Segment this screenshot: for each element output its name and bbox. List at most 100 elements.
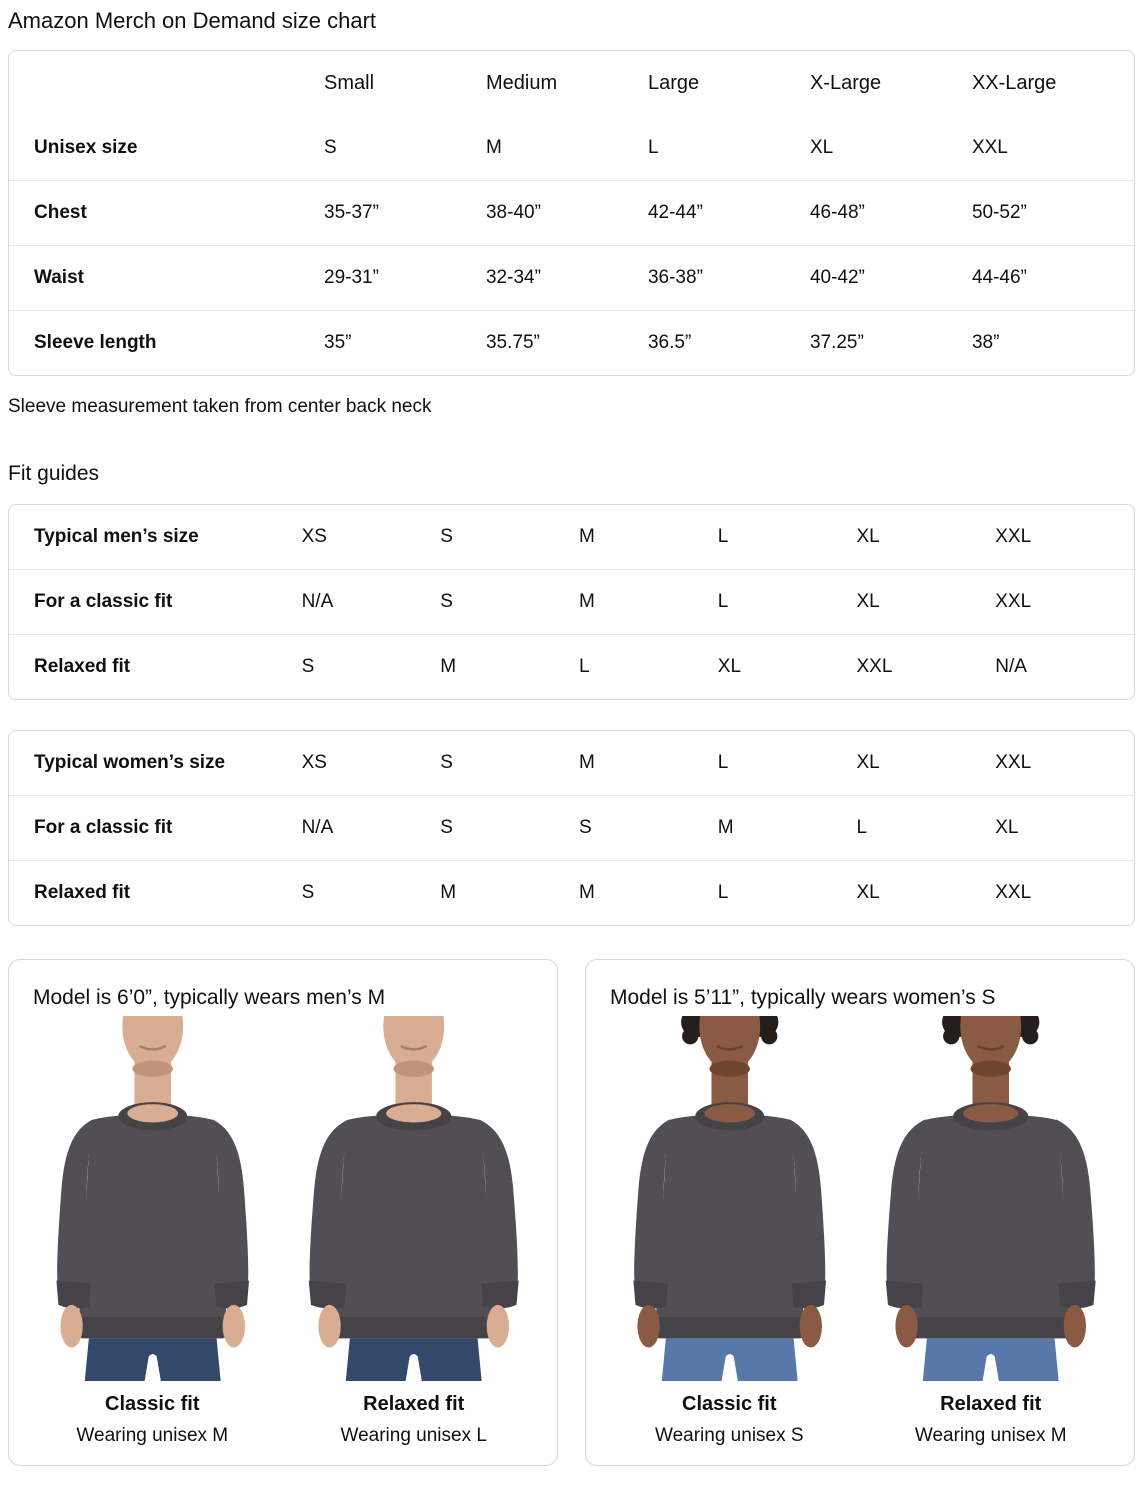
mens-model-card-title: Model is 6’0”, typically wears men’s M xyxy=(33,986,386,1009)
fit-cell: M xyxy=(579,882,595,903)
fit-cell: M xyxy=(579,526,595,547)
male-model-relaxed-photo xyxy=(308,1016,519,1381)
size-cell: XL xyxy=(809,137,834,158)
fit-cell: S xyxy=(301,882,315,903)
fit-cell: L xyxy=(717,882,729,903)
size-cell: 32-34” xyxy=(485,267,541,288)
table-row-mens-relaxed-fit: Relaxed fit S M L XL XXL N/A xyxy=(9,635,1134,700)
womens-classic-fit-figure: Classic fit Wearing unisex S xyxy=(603,1016,856,1447)
size-cell: 29-31” xyxy=(324,267,379,288)
mens-relaxed-fit-figure: Relaxed fit Wearing unisex L xyxy=(287,1016,540,1447)
column-header-small: Small xyxy=(324,72,375,94)
fit-cell: S xyxy=(440,817,453,838)
fit-cell: L xyxy=(717,526,729,547)
sleeve-measurement-note: Sleeve measurement taken from center bac… xyxy=(8,396,432,417)
fit-type-label: Classic fit xyxy=(682,1392,777,1415)
fit-cell: M xyxy=(579,752,595,773)
fit-cell: N/A xyxy=(995,656,1027,677)
wearing-size-label: Wearing unisex M xyxy=(914,1424,1067,1446)
fit-cell: XL xyxy=(856,591,880,612)
fit-cell: S xyxy=(440,752,453,773)
page-title: Amazon Merch on Demand size chart xyxy=(8,8,377,33)
size-cell: 44-46” xyxy=(971,267,1027,288)
fit-cell: L xyxy=(579,656,590,677)
fit-cell: XXL xyxy=(995,752,1032,773)
size-cell: 35.75” xyxy=(485,332,540,353)
model-cards-row: Model is 6’0”, typically wears men’s M xyxy=(8,959,1135,1466)
column-header-xx-large: XX-Large xyxy=(971,72,1057,94)
female-model-relaxed-photo xyxy=(885,1016,1096,1381)
fit-cell: S xyxy=(301,656,315,677)
table-row-sleeve-length: Sleeve length 35” 35.75” 36.5” 37.25” 38… xyxy=(9,311,1134,376)
size-cell: 42-44” xyxy=(647,202,703,223)
fit-cell: S xyxy=(579,817,592,838)
empty-header-cell xyxy=(9,51,324,116)
fit-cell: XL xyxy=(995,817,1019,838)
wearing-size-label: Wearing unisex L xyxy=(340,1424,487,1446)
size-cell: 36.5” xyxy=(647,332,692,353)
size-cell: S xyxy=(324,137,337,158)
table-row-waist: Waist 29-31” 32-34” 36-38” 40-42” 44-46” xyxy=(9,246,1134,311)
fit-cell: XL xyxy=(856,752,880,773)
table-row-chest: Chest 35-37” 38-40” 42-44” 46-48” 50-52” xyxy=(9,181,1134,246)
womens-model-card: Model is 5’11”, typically wears women’s … xyxy=(585,959,1135,1466)
row-label: Unisex size xyxy=(34,137,138,158)
wearing-size-label: Wearing unisex S xyxy=(655,1424,804,1446)
size-chart-table: Small Medium Large X-Large XX-Large Unis… xyxy=(8,50,1135,376)
fit-cell: M xyxy=(579,591,595,612)
size-cell: 38” xyxy=(971,332,1000,353)
size-table-header-row: Small Medium Large X-Large XX-Large xyxy=(9,51,1134,116)
row-label: For a classic fit xyxy=(34,817,173,838)
size-cell: 36-38” xyxy=(647,267,703,288)
column-header-medium: Medium xyxy=(485,72,558,94)
fit-cell: L xyxy=(856,817,868,838)
mens-model-card: Model is 6’0”, typically wears men’s M xyxy=(8,959,558,1466)
size-cell: 46-48” xyxy=(809,202,865,223)
fit-cell: S xyxy=(440,591,453,612)
table-row-typical-mens-size: Typical men’s size XS S M L XL XXL xyxy=(9,505,1134,570)
row-label: Relaxed fit xyxy=(34,882,131,903)
womens-model-card-title: Model is 5’11”, typically wears women’s … xyxy=(610,986,996,1009)
size-cell: XXL xyxy=(971,137,1008,158)
mens-classic-fit-figure: Classic fit Wearing unisex M xyxy=(26,1016,279,1447)
womens-fit-table: Typical women’s size XS S M L XL XXL For… xyxy=(8,730,1135,926)
size-cell: M xyxy=(485,137,502,158)
fit-guides-heading: Fit guides xyxy=(8,462,100,485)
fit-cell: L xyxy=(717,752,729,773)
row-label: For a classic fit xyxy=(34,591,173,612)
fit-cell: XXL xyxy=(856,656,893,677)
fit-type-label: Relaxed fit xyxy=(940,1392,1042,1415)
table-row-unisex-size: Unisex size S M L XL XXL xyxy=(9,116,1134,181)
fit-cell: XS xyxy=(301,526,327,547)
row-label: Sleeve length xyxy=(34,332,157,353)
size-cell: 35-37” xyxy=(324,202,379,223)
size-cell: 35” xyxy=(324,332,352,353)
female-model-classic-photo xyxy=(632,1016,826,1381)
fit-type-label: Relaxed fit xyxy=(363,1392,465,1415)
womens-relaxed-fit-figure: Relaxed fit Wearing unisex M xyxy=(864,1016,1117,1447)
fit-cell: XS xyxy=(301,752,327,773)
row-label: Chest xyxy=(34,202,87,223)
fit-cell: XL xyxy=(856,526,880,547)
size-cell: 38-40” xyxy=(485,202,541,223)
table-row-typical-womens-size: Typical women’s size XS S M L XL XXL xyxy=(9,731,1134,796)
row-label: Waist xyxy=(34,267,84,288)
fit-cell: XL xyxy=(717,656,742,677)
size-cell: L xyxy=(647,137,659,158)
fit-cell: S xyxy=(440,526,453,547)
table-row-womens-classic-fit: For a classic fit N/A S S M L XL xyxy=(9,796,1134,861)
fit-cell: M xyxy=(717,817,734,838)
fit-cell: L xyxy=(717,591,729,612)
fit-cell: N/A xyxy=(301,817,334,838)
fit-cell: M xyxy=(440,882,457,903)
fit-cell: M xyxy=(440,656,457,677)
mens-fit-table: Typical men’s size XS S M L XL XXL For a… xyxy=(8,504,1135,700)
column-header-x-large: X-Large xyxy=(809,72,882,94)
row-label: Relaxed fit xyxy=(34,656,131,677)
wearing-size-label: Wearing unisex M xyxy=(76,1424,229,1446)
fit-cell: N/A xyxy=(301,591,334,612)
fit-cell: XXL xyxy=(995,591,1032,612)
column-header-large: Large xyxy=(647,72,700,94)
table-row-womens-relaxed-fit: Relaxed fit S M M L XL XXL xyxy=(9,861,1134,926)
